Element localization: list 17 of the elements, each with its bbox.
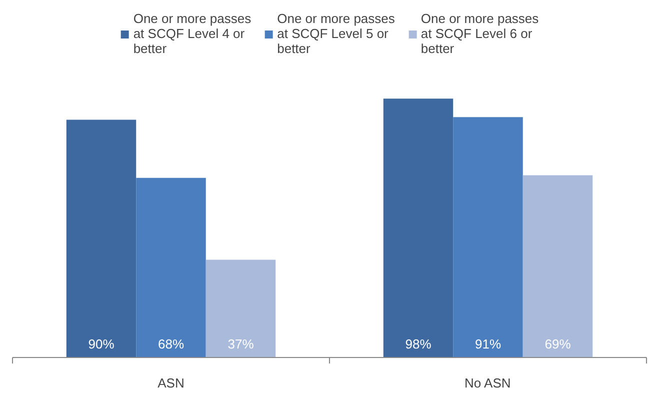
x-tick-label: No ASN	[464, 376, 511, 390]
legend-label: One or more passes at SCQF Level 4 or better	[133, 11, 252, 56]
bar	[206, 260, 276, 358]
data-label: 68%	[158, 336, 184, 352]
x-tick-label: ASN	[158, 376, 184, 390]
data-label: 90%	[88, 336, 115, 352]
bar	[453, 117, 523, 358]
bar	[383, 98, 454, 358]
data-label: 91%	[474, 336, 502, 352]
bar	[66, 120, 136, 358]
data-label: 98%	[405, 336, 432, 352]
legend-label: One or more passes at SCQF Level 6 or better	[420, 11, 539, 56]
bar	[136, 178, 206, 358]
legend-label: One or more passes at SCQF Level 5 or better	[277, 11, 395, 56]
data-label: 69%	[544, 336, 572, 352]
data-label: 37%	[228, 336, 254, 352]
bar	[522, 175, 593, 358]
